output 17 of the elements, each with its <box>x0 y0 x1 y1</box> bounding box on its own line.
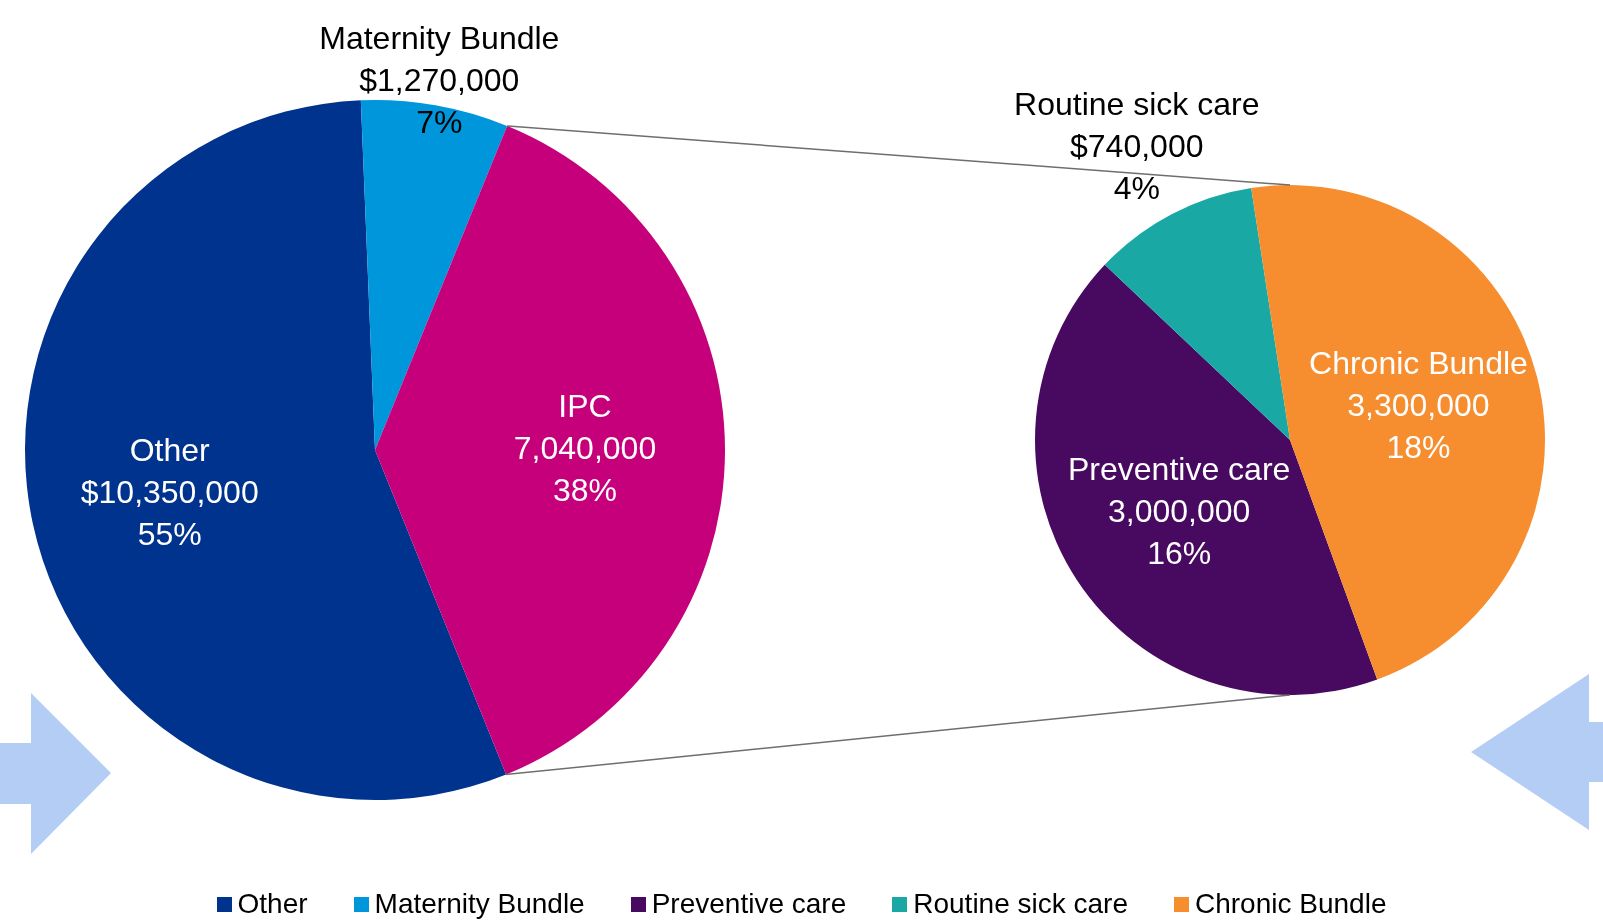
data-label: $740,000 4% <box>1070 127 1204 206</box>
slice-label: Other <box>129 432 211 469</box>
slice-label: Preventive care <box>1068 450 1291 487</box>
slice-label: Routine sick care <box>1014 85 1260 122</box>
legend-label: Routine sick care <box>913 888 1128 920</box>
legend-label: Other <box>237 888 308 920</box>
data-label: 7,040,000 38% <box>513 430 657 509</box>
legend-label: Maternity Bundle <box>374 888 585 920</box>
data-label: $1,270,000 7% <box>359 62 520 141</box>
slice-label: Chronic Bundle <box>1309 344 1528 381</box>
data-label: $10,350,000 55% <box>80 474 259 553</box>
slice-label: Maternity Bundle <box>319 20 560 57</box>
data-label: 3,000,000 16% <box>1107 492 1251 571</box>
data-label: 3,300,000 18% <box>1347 386 1490 465</box>
legend-label: Chronic Bundle <box>1195 888 1387 920</box>
legend-label: Preventive care <box>651 888 847 920</box>
slice-label: IPC <box>558 388 612 425</box>
